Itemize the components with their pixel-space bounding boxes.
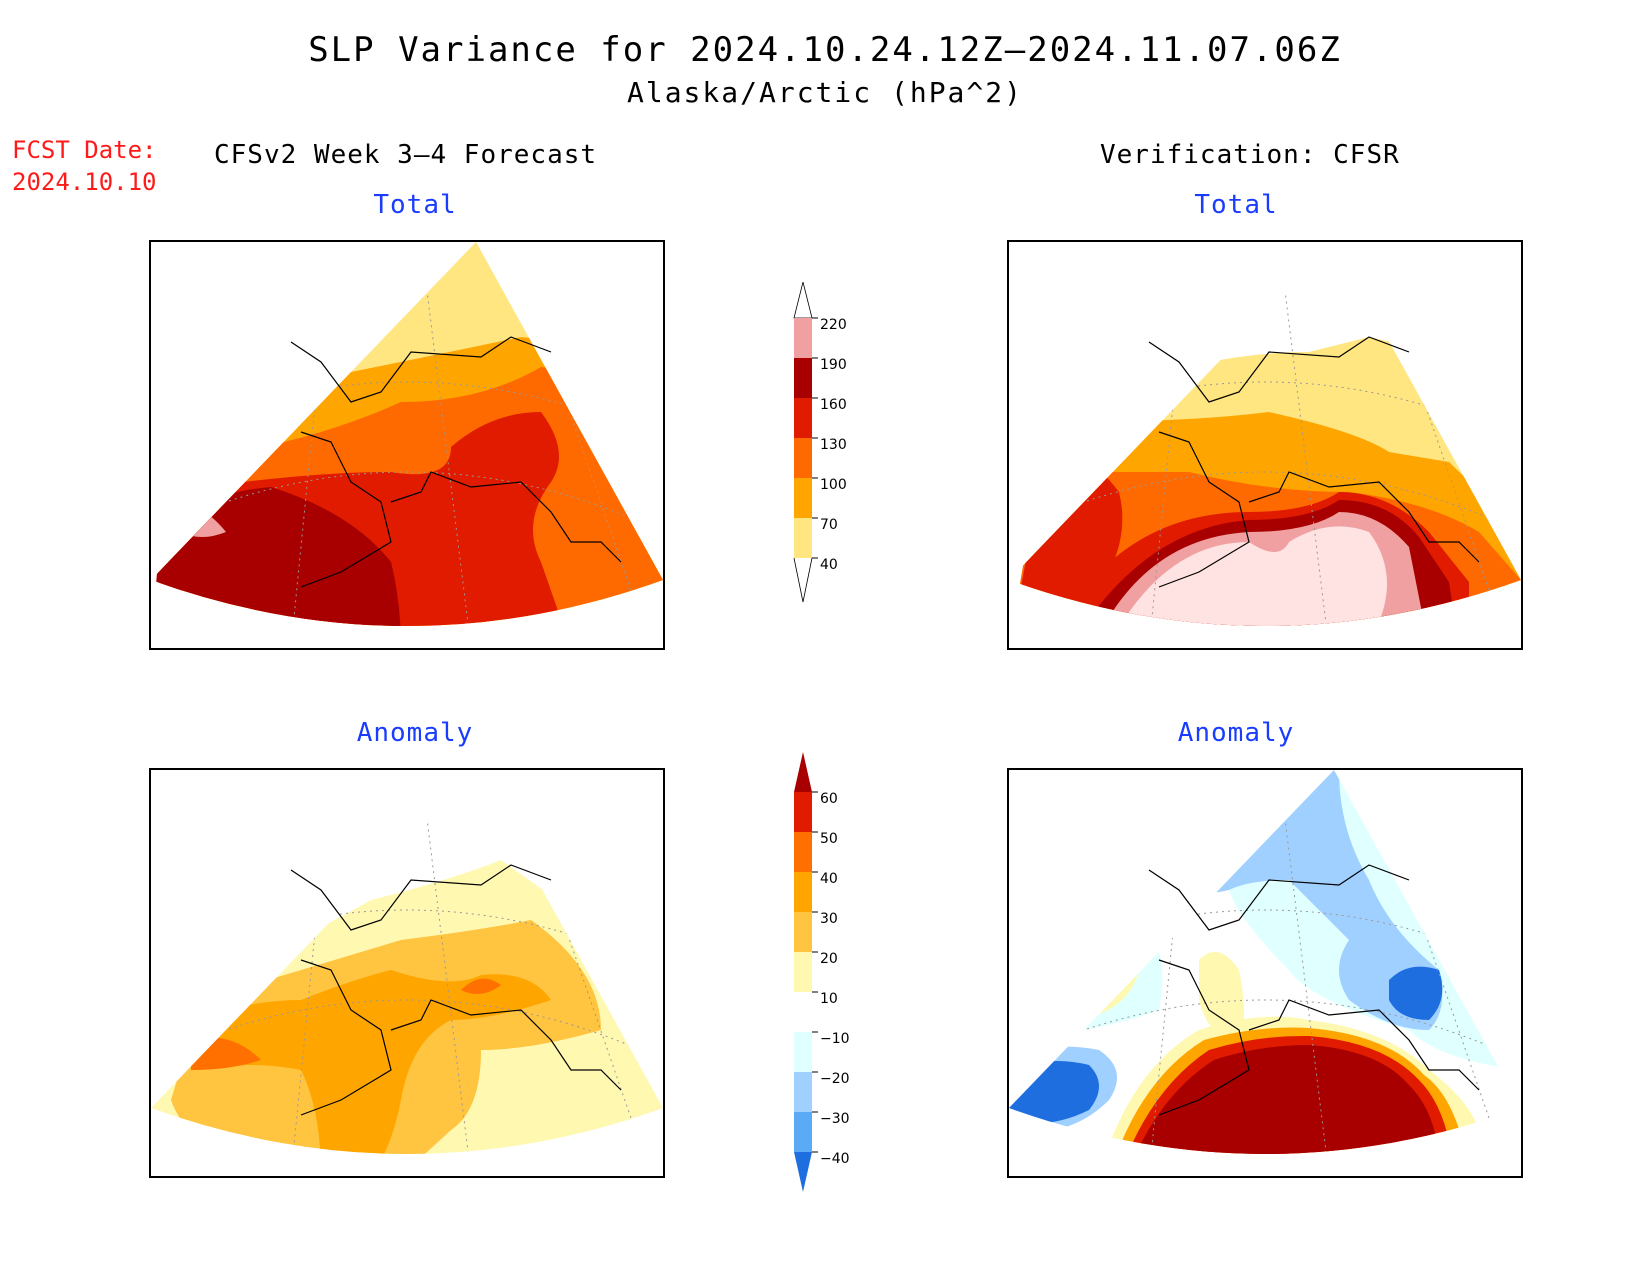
contour-130	[1009, 442, 1123, 626]
contour-160b	[1209, 626, 1309, 648]
forecast-anomaly-title: Anomaly	[356, 718, 474, 748]
contour-30	[1069, 962, 1119, 1005]
forecast-column-heading: CFSv2 Week 3–4 Forecast	[214, 140, 598, 170]
contour-40b	[461, 978, 501, 994]
total-tick-label: 190	[820, 357, 847, 373]
verification-total-map	[1007, 240, 1523, 650]
coastline	[290, 336, 622, 588]
contour-a60	[1129, 1045, 1439, 1154]
anomaly-tick-label: 10	[820, 991, 838, 1007]
contour-30	[191, 970, 551, 1154]
total-tick-label: 100	[820, 477, 847, 493]
contour-220	[1129, 526, 1387, 626]
coastline	[290, 864, 622, 1116]
anomaly-tick-label: 20	[820, 951, 838, 967]
total-colorbar: 40 70 100 130 160 190 220	[793, 282, 847, 603]
total-tick-label: 220	[820, 317, 847, 333]
verification-total-title: Total	[1194, 190, 1278, 220]
total-tick-label: 160	[820, 397, 847, 413]
subtitle: Alaska/Arctic (hPa^2)	[626, 76, 1023, 109]
coastline	[1148, 336, 1480, 588]
verification-total-svg	[1009, 242, 1521, 648]
verification-anomaly-svg	[1009, 770, 1521, 1154]
anomaly-tick-label: 30	[820, 911, 838, 927]
anomaly-tick-label: −30	[820, 1111, 850, 1127]
total-tick-label: 40	[820, 557, 838, 573]
contour-40	[1074, 973, 1109, 998]
coastline	[1148, 864, 1480, 1116]
anomaly-tick-label: 50	[820, 831, 838, 847]
forecast-anomaly-map	[149, 768, 665, 1178]
contour-neg30b	[1389, 966, 1443, 1020]
forecast-total-title: Total	[373, 190, 457, 220]
main-title: SLP Variance for 2024.10.24.12Z–2024.11.…	[308, 30, 1342, 70]
anomaly-tick-label: −10	[820, 1031, 850, 1047]
verification-column-heading: Verification: CFSR	[1100, 140, 1400, 170]
forecast-total-svg	[151, 242, 663, 626]
contour-neg30	[1159, 808, 1229, 860]
anomaly-tick-label: −20	[820, 1071, 850, 1087]
total-tick-label: 70	[820, 517, 838, 533]
verification-anomaly-title: Anomaly	[1177, 718, 1295, 748]
forecast-anomaly-svg	[151, 770, 663, 1154]
contour-10	[1199, 952, 1244, 1040]
anomaly-tick-label: 40	[820, 871, 838, 887]
forecast-total-map	[149, 240, 665, 650]
fcst-date-value: 2024.10.10	[12, 168, 157, 196]
anomaly-colorbar: 60 50 40 30 20 10 −10 −20 −30 −40	[794, 752, 850, 1192]
verification-anomaly-map	[1007, 768, 1523, 1178]
fcst-date-label: FCST Date:	[12, 136, 157, 164]
anomaly-tick-label: −40	[820, 1151, 850, 1167]
total-tick-label: 130	[820, 437, 847, 453]
anomaly-tick-label: 60	[820, 791, 838, 807]
